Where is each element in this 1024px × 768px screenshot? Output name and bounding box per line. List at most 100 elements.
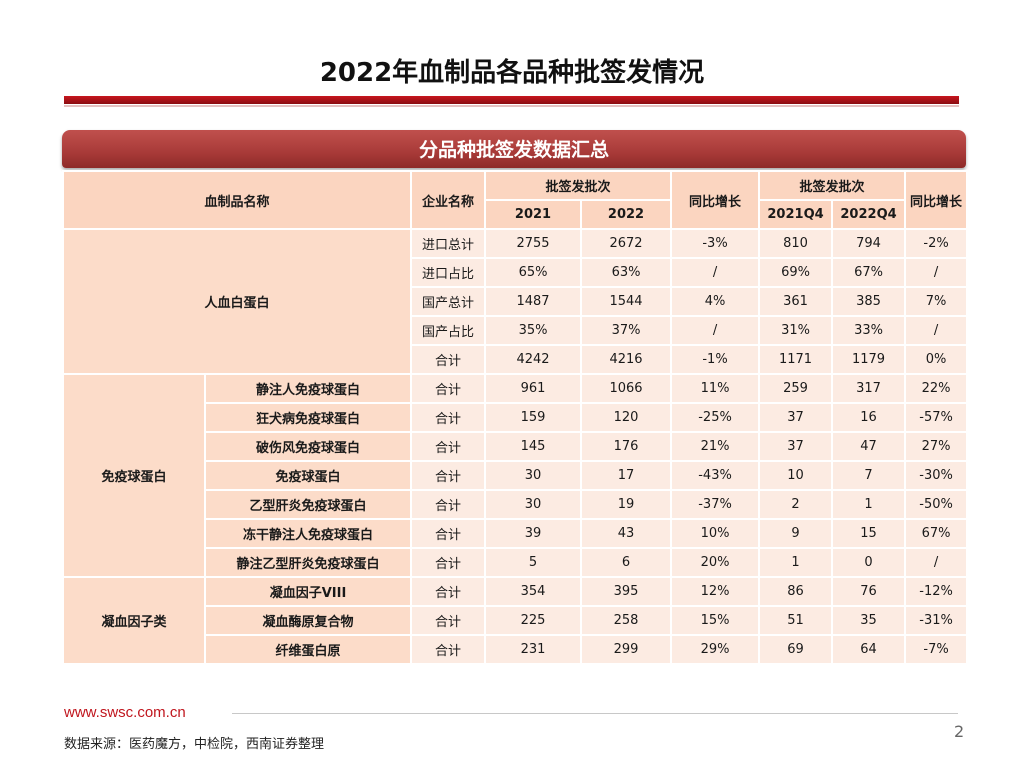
company-cell: 合计	[410, 576, 487, 607]
yoy-cell: -25%	[670, 402, 761, 433]
yoy-cell: 10%	[670, 518, 761, 549]
header-batches-q4: 批签发批次	[758, 170, 907, 201]
product-name-cell: 凝血酶原复合物	[203, 605, 413, 636]
product-name-cell: 免疫球蛋白	[203, 460, 413, 491]
value-2021q4: 86	[758, 576, 834, 607]
value-2021q4: 10	[758, 460, 834, 491]
category-cell: 人血白蛋白	[61, 228, 413, 375]
header-2022: 2022	[580, 199, 673, 230]
header-2022q4: 2022Q4	[831, 199, 907, 230]
value-2021q4: 9	[758, 518, 834, 549]
table-row: 冻干静注人免疫球蛋白 合计 39 43 10% 9 15 67%	[63, 518, 969, 549]
value-2022q4: 7	[831, 460, 907, 491]
yoy-cell: /	[670, 257, 761, 288]
table-row: 免疫球蛋白 合计 30 17 -43% 10 7 -30%	[63, 460, 969, 491]
yoy-cell: 29%	[670, 634, 761, 665]
value-2021q4: 1	[758, 547, 834, 578]
value-2022: 2672	[580, 228, 673, 259]
yoy-q4-cell: -12%	[904, 576, 969, 607]
value-2022q4: 47	[831, 431, 907, 462]
value-2022: 258	[580, 605, 673, 636]
yoy-cell: 21%	[670, 431, 761, 462]
value-2021: 231	[484, 634, 583, 665]
company-cell: 合计	[410, 605, 487, 636]
header-company-name: 企业名称	[410, 170, 487, 230]
header-yoy-q4: 同比增长	[904, 170, 969, 230]
company-cell: 合计	[410, 344, 487, 375]
value-2021: 145	[484, 431, 583, 462]
yoy-q4-cell: 22%	[904, 373, 969, 404]
value-2022q4: 1	[831, 489, 907, 520]
company-cell: 合计	[410, 547, 487, 578]
table-row: 狂犬病免疫球蛋白 合计 159 120 -25% 37 16 -57%	[63, 402, 969, 433]
yoy-q4-cell: -30%	[904, 460, 969, 491]
value-2021q4: 69	[758, 634, 834, 665]
product-name-cell: 静注人免疫球蛋白	[203, 373, 413, 404]
value-2021: 35%	[484, 315, 583, 346]
table-row: 合计 4242 4216 -1% 1171 1179 0%	[63, 344, 969, 375]
value-2022: 1066	[580, 373, 673, 404]
value-2021: 4242	[484, 344, 583, 375]
header-batches: 批签发批次	[484, 170, 673, 201]
yoy-q4-cell: 27%	[904, 431, 969, 462]
yoy-cell: -1%	[670, 344, 761, 375]
value-2022q4: 76	[831, 576, 907, 607]
value-2022q4: 385	[831, 286, 907, 317]
table-row: 破伤风免疫球蛋白 合计 145 176 21% 37 47 27%	[63, 431, 969, 462]
value-2021: 961	[484, 373, 583, 404]
value-2021q4: 37	[758, 431, 834, 462]
yoy-cell: 12%	[670, 576, 761, 607]
header-2021: 2021	[484, 199, 583, 230]
value-2022q4: 33%	[831, 315, 907, 346]
yoy-q4-cell: /	[904, 257, 969, 288]
summary-table: 血制品名称 企业名称 批签发批次 同比增长 批签发批次 同比增长 2021 20…	[61, 170, 969, 665]
value-2022q4: 35	[831, 605, 907, 636]
value-2022q4: 15	[831, 518, 907, 549]
value-2021q4: 69%	[758, 257, 834, 288]
value-2022: 17	[580, 460, 673, 491]
yoy-q4-cell: -31%	[904, 605, 969, 636]
value-2022: 395	[580, 576, 673, 607]
company-cell: 合计	[410, 460, 487, 491]
value-2021q4: 259	[758, 373, 834, 404]
yoy-q4-cell: -57%	[904, 402, 969, 433]
value-2022: 19	[580, 489, 673, 520]
company-cell: 合计	[410, 431, 487, 462]
yoy-cell: 15%	[670, 605, 761, 636]
header-subrow: 2021 2022 2021Q4 2022Q4	[63, 199, 967, 230]
value-2022: 299	[580, 634, 673, 665]
value-2021q4: 2	[758, 489, 834, 520]
header-product-name: 血制品名称	[61, 170, 413, 230]
yoy-q4-cell: -2%	[904, 228, 969, 259]
footer-url[interactable]: www.swsc.com.cn	[64, 704, 186, 721]
table-row: 静注乙型肝炎免疫球蛋白 合计 5 6 20% 1 0/	[63, 547, 969, 578]
header-row: 血制品名称 企业名称 批签发批次 同比增长 批签发批次 同比增长	[61, 170, 969, 230]
header-yoy: 同比增长	[670, 170, 761, 230]
value-2022q4: 1179	[831, 344, 907, 375]
value-2022q4: 67%	[831, 257, 907, 288]
company-cell: 合计	[410, 489, 487, 520]
yoy-cell: -43%	[670, 460, 761, 491]
value-2021: 2755	[484, 228, 583, 259]
value-2021: 30	[484, 460, 583, 491]
value-2021q4: 51	[758, 605, 834, 636]
value-2021q4: 810	[758, 228, 834, 259]
product-name-cell: 静注乙型肝炎免疫球蛋白	[203, 547, 413, 578]
yoy-cell: -3%	[670, 228, 761, 259]
product-name-cell: 乙型肝炎免疫球蛋白	[203, 489, 413, 520]
footer-divider	[232, 713, 958, 714]
value-2022q4: 16	[831, 402, 907, 433]
category-cell: 凝血因子类	[62, 576, 206, 665]
yoy-q4-cell: /	[904, 315, 969, 346]
table-row: 凝血因子类 凝血因子VIII 合计 354 395 12% 86 76 -12%	[62, 576, 969, 665]
value-2021q4: 1171	[758, 344, 834, 375]
company-cell: 进口总计	[410, 228, 487, 259]
yoy-q4-cell: 7%	[904, 286, 969, 317]
yoy-cell: 20%	[670, 547, 761, 578]
table-row: 乙型肝炎免疫球蛋白 合计 30 19 -37% 2 1 -50%	[63, 489, 969, 520]
value-2022: 63%	[580, 257, 673, 288]
yoy-cell: 4%	[670, 286, 761, 317]
value-2022q4: 0	[831, 547, 907, 578]
yoy-q4-cell: -50%	[904, 489, 969, 520]
table-row: 国产占比 35% 37%/31% 33% /	[63, 315, 969, 346]
